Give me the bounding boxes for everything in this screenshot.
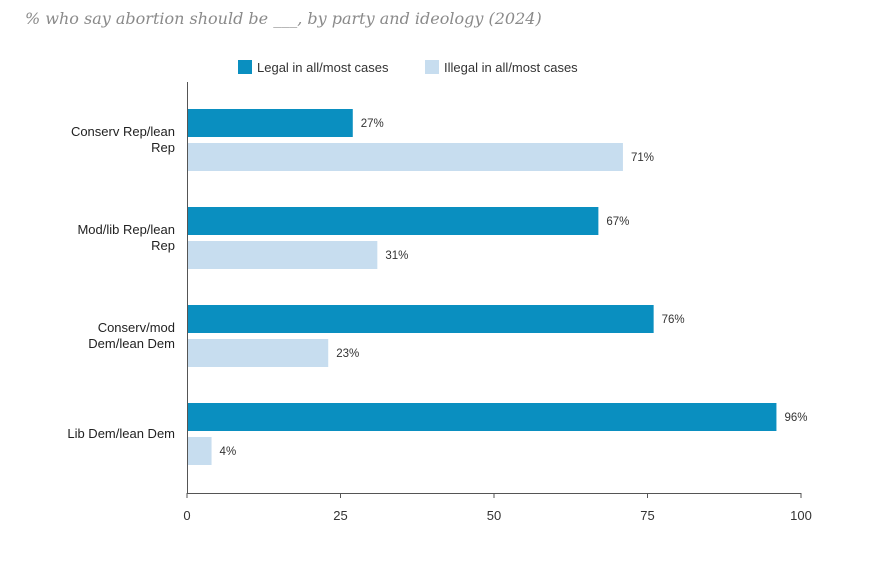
x-tick-label-25: 25 [333, 508, 347, 523]
x-tick-label-75: 75 [640, 508, 654, 523]
bar-legal-3 [188, 403, 777, 431]
value-label-illegal-0: 71% [631, 152, 654, 164]
category-label-1: Mod/lib Rep/lean Rep [77, 222, 175, 253]
category-label-3: Lib Dem/lean Dem [67, 426, 175, 441]
value-label-legal-3: 96% [784, 412, 807, 424]
bar-illegal-2 [188, 339, 329, 367]
x-tick-label-0: 0 [183, 508, 190, 523]
value-label-legal-0: 27% [361, 118, 384, 130]
legend-swatch-illegal [425, 60, 439, 74]
bar-legal-2 [188, 305, 654, 333]
bar-legal-0 [188, 109, 353, 137]
value-label-illegal-2: 23% [336, 348, 359, 360]
legend-swatch-legal [238, 60, 252, 74]
category-label-0: Conserv Rep/lean Rep [71, 124, 175, 155]
bar-legal-1 [188, 207, 599, 235]
chart-title: % who say abortion should be ___, by par… [25, 9, 542, 28]
legend-label-illegal: Illegal in all/most cases [444, 60, 578, 75]
value-label-legal-1: 67% [606, 216, 629, 228]
category-label-2: Conserv/mod Dem/lean Dem [88, 320, 175, 351]
bar-illegal-1 [188, 241, 378, 269]
legend-label-legal: Legal in all/most cases [257, 60, 389, 75]
legend: Legal in all/most cases Illegal in all/mo… [238, 60, 578, 75]
bars-group: 27% 71% Conserv Rep/lean Rep 67% 31% Mod/lib R… [67, 109, 807, 465]
bar-illegal-0 [188, 143, 623, 171]
value-label-legal-2: 76% [662, 314, 685, 326]
x-tick-label-50: 50 [487, 508, 501, 523]
value-label-illegal-1: 31% [385, 250, 408, 262]
bar-illegal-3 [188, 437, 212, 465]
axes-group: 0 25 50 75 100 [183, 82, 812, 523]
x-tick-label-100: 100 [790, 508, 812, 523]
value-label-illegal-3: 4% [220, 446, 237, 458]
